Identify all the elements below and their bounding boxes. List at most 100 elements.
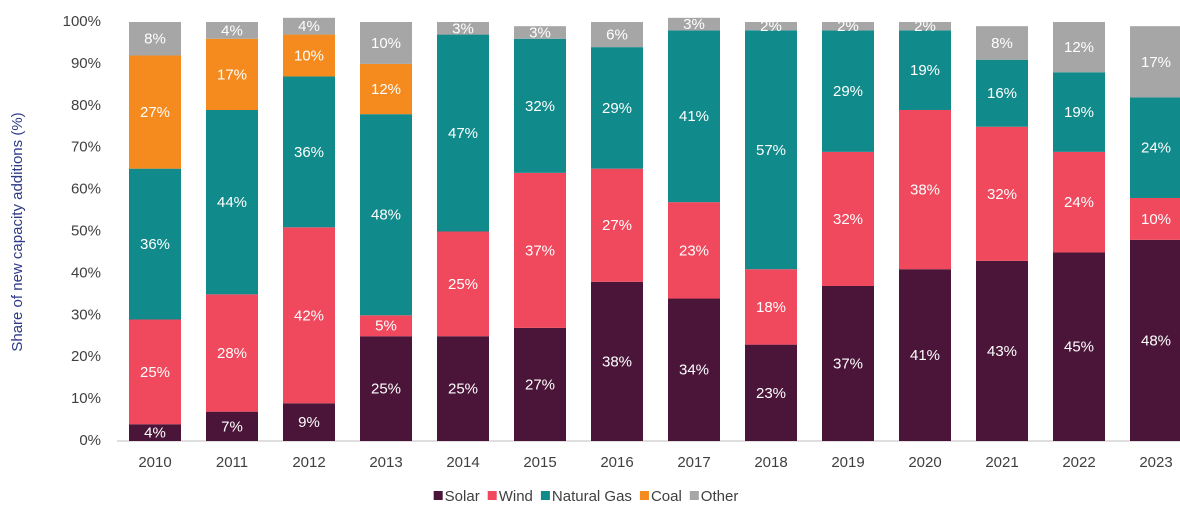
data-label: 10% [371, 35, 401, 52]
bar-segment [591, 47, 643, 169]
x-tick-label: 2016 [600, 454, 633, 471]
legend-label: Natural Gas [552, 488, 632, 505]
bar-segment [976, 59, 1028, 127]
data-label: 4% [298, 18, 320, 35]
data-label: 2% [837, 18, 859, 35]
bar-segment [360, 63, 412, 115]
data-label: 25% [140, 364, 170, 381]
data-label: 29% [833, 83, 863, 100]
data-label: 2% [760, 18, 782, 35]
bar-segment [283, 76, 335, 228]
bar-segment [745, 30, 797, 270]
bar-segment [745, 269, 797, 345]
bar-segment [899, 269, 951, 441]
bar-segment [206, 411, 258, 441]
legend-label: Other [701, 488, 739, 505]
bar-segment [283, 17, 335, 35]
data-label: 29% [602, 100, 632, 117]
data-label: 9% [298, 414, 320, 431]
data-label: 27% [602, 217, 632, 234]
data-label: 43% [987, 343, 1017, 360]
data-label: 42% [294, 307, 324, 324]
bar-segment [206, 109, 258, 295]
bar-segment [283, 227, 335, 404]
data-label: 23% [679, 242, 709, 259]
legend-swatch [487, 491, 497, 500]
bar-segment [745, 344, 797, 441]
bar-segment [437, 336, 489, 441]
legend-swatch [433, 491, 443, 500]
legend-swatch [639, 491, 649, 500]
bar-segment [360, 22, 412, 64]
data-label: 3% [452, 20, 474, 37]
data-label: 25% [371, 381, 401, 398]
x-tick-label: 2015 [523, 454, 556, 471]
data-label: 41% [679, 108, 709, 125]
data-label: 19% [1064, 104, 1094, 121]
bar-segment [283, 34, 335, 77]
data-label: 41% [910, 347, 940, 364]
legend-swatch [689, 491, 699, 500]
data-label: 23% [756, 385, 786, 402]
data-label: 3% [529, 24, 551, 41]
bar-segment [1130, 197, 1180, 240]
data-label: 17% [1141, 54, 1171, 71]
data-label: 2% [914, 18, 936, 35]
data-label: 5% [375, 318, 397, 335]
data-label: 32% [833, 211, 863, 228]
bar-segment [129, 168, 181, 320]
data-label: 10% [294, 47, 324, 64]
data-label: 25% [448, 381, 478, 398]
bar-segment [822, 285, 874, 441]
x-tick-label: 2019 [831, 454, 864, 471]
data-label: 48% [1141, 332, 1171, 349]
data-label: 36% [294, 144, 324, 161]
legend-swatch [540, 491, 550, 500]
y-tick-label: 40% [71, 264, 101, 281]
bar-segment [668, 30, 720, 203]
x-tick-label: 2020 [908, 454, 941, 471]
data-label: 8% [144, 31, 166, 48]
data-label: 19% [910, 62, 940, 79]
y-tick-label: 20% [71, 348, 101, 365]
bar-segment [668, 298, 720, 441]
y-tick-label: 80% [71, 97, 101, 114]
bar-segment [1130, 97, 1180, 198]
bar-segment [514, 327, 566, 441]
x-tick-label: 2014 [446, 454, 479, 471]
bar-segment [822, 151, 874, 286]
x-tick-label: 2012 [292, 454, 325, 471]
legend-label: Solar [445, 488, 480, 505]
bar-segment [129, 55, 181, 169]
data-label: 17% [217, 66, 247, 83]
data-label: 4% [221, 22, 243, 39]
bar-segment [899, 22, 951, 31]
bar-segment [437, 34, 489, 232]
bar-segment [1053, 22, 1105, 73]
bar-segment [514, 26, 566, 39]
data-label: 32% [525, 98, 555, 115]
data-label: 6% [606, 27, 628, 44]
bar-segment [206, 22, 258, 39]
y-tick-label: 0% [79, 432, 101, 449]
data-label: 24% [1064, 194, 1094, 211]
data-label: 12% [1064, 39, 1094, 56]
x-tick-label: 2018 [754, 454, 787, 471]
bar-segment [899, 30, 951, 110]
y-tick-label: 90% [71, 55, 101, 72]
x-tick-label: 2010 [138, 454, 171, 471]
y-tick-label: 60% [71, 181, 101, 198]
bar-segment [591, 168, 643, 282]
bar-segment [129, 424, 181, 441]
bar-segment [206, 294, 258, 412]
data-label: 38% [602, 353, 632, 370]
data-label: 7% [221, 418, 243, 435]
bar-segment [129, 319, 181, 425]
data-label: 3% [683, 16, 705, 33]
y-tick-label: 100% [63, 13, 101, 30]
bar-segment [360, 315, 412, 337]
y-tick-label: 30% [71, 306, 101, 323]
bar-segment [591, 22, 643, 48]
bar-segment [591, 281, 643, 441]
